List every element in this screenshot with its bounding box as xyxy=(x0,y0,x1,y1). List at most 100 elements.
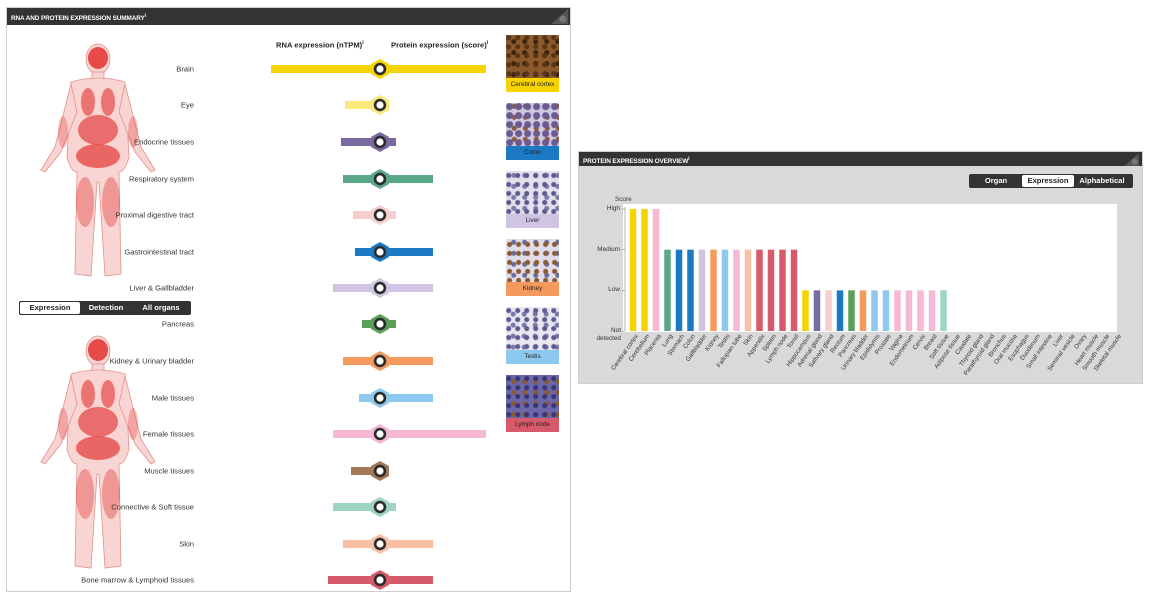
organ-row[interactable]: Skin xyxy=(7,529,497,559)
sort-expression-button[interactable]: Expression xyxy=(1022,175,1074,187)
organ-row[interactable]: Respiratory system xyxy=(7,164,497,194)
organ-row[interactable]: Male tissues xyxy=(7,383,497,413)
organ-icon[interactable] xyxy=(369,313,391,335)
organ-icon[interactable] xyxy=(369,168,391,190)
organ-icon[interactable] xyxy=(369,58,391,80)
chart-bar[interactable] xyxy=(790,249,798,331)
rna-expression-bar[interactable] xyxy=(353,211,380,219)
rna-expression-bar[interactable] xyxy=(358,394,380,402)
chart-bar[interactable] xyxy=(882,290,890,331)
protein-expression-bar[interactable] xyxy=(380,175,433,183)
organ-row[interactable]: Bone marrow & Lymphoid tissues xyxy=(7,565,497,595)
protein-expression-bar[interactable] xyxy=(380,248,433,256)
tissue-thumbnail[interactable]: Lymph node xyxy=(506,375,559,432)
chart-bar[interactable] xyxy=(905,290,913,331)
organ-row[interactable]: Gastrointestinal tract xyxy=(7,237,497,267)
tissue-thumbnail[interactable]: Testis xyxy=(506,307,559,364)
rna-expression-bar[interactable] xyxy=(345,101,380,109)
rna-expression-bar[interactable] xyxy=(271,65,380,73)
chart-bar[interactable] xyxy=(710,249,717,331)
rna-expression-bar[interactable] xyxy=(361,320,380,328)
info-mark[interactable]: i xyxy=(144,13,146,19)
chart-bar[interactable] xyxy=(825,290,832,331)
chart-bar[interactable] xyxy=(733,249,740,331)
organ-icon[interactable] xyxy=(369,423,391,445)
organ-row[interactable]: Female tissues xyxy=(7,419,497,449)
chart-bar[interactable] xyxy=(629,209,637,331)
chart-bar[interactable] xyxy=(744,249,752,331)
rna-expression-bar[interactable] xyxy=(327,576,380,584)
chart-bar[interactable] xyxy=(675,249,683,331)
protein-expression-bar[interactable] xyxy=(380,357,433,365)
organ-icon[interactable] xyxy=(369,569,391,591)
rna-expression-bar[interactable] xyxy=(332,430,380,438)
info-mark[interactable]: i xyxy=(688,156,690,162)
protein-expression-bar[interactable] xyxy=(380,576,433,584)
rna-expression-bar[interactable] xyxy=(343,175,380,183)
rna-expression-bar[interactable] xyxy=(343,357,380,365)
chart-bar[interactable] xyxy=(813,290,821,331)
chart-bar[interactable] xyxy=(928,290,936,331)
rna-expression-bar[interactable] xyxy=(343,540,380,548)
organ-row[interactable]: Muscle tissues xyxy=(7,456,497,486)
protein-expression-bar[interactable] xyxy=(380,540,433,548)
chart-bar[interactable] xyxy=(767,249,775,331)
organ-row[interactable]: Liver & Gallbladder xyxy=(7,273,497,303)
sort-alphabetical-button[interactable]: Alphabetical xyxy=(1079,176,1125,185)
expression-view-button[interactable]: Expression xyxy=(20,302,80,314)
organ-icon[interactable] xyxy=(369,277,391,299)
chart-bar[interactable] xyxy=(779,249,786,331)
chart-bar[interactable] xyxy=(871,290,878,331)
rna-expression-bar[interactable] xyxy=(341,138,380,146)
chart-bar[interactable] xyxy=(664,249,671,331)
organ-icon[interactable] xyxy=(369,241,391,263)
organ-icon[interactable] xyxy=(369,496,391,518)
info-mark[interactable]: i xyxy=(362,40,364,46)
organ-icon[interactable] xyxy=(369,387,391,409)
chart-bar[interactable] xyxy=(940,290,947,331)
rna-expression-bar[interactable] xyxy=(351,467,380,475)
chart-bar[interactable] xyxy=(698,249,706,331)
organ-icon[interactable] xyxy=(369,131,391,153)
tissue-thumbnail[interactable]: Cerebral cortex xyxy=(506,35,559,92)
info-mark[interactable]: i xyxy=(486,40,489,46)
chart-bar[interactable] xyxy=(687,249,694,331)
rna-expression-bar[interactable] xyxy=(355,248,380,256)
organ-row[interactable]: Pancreas xyxy=(7,309,497,339)
chart-bar[interactable] xyxy=(859,290,867,331)
chart-bar[interactable] xyxy=(802,290,809,331)
organ-row[interactable]: Brain xyxy=(7,54,497,84)
organ-icon[interactable] xyxy=(369,204,391,226)
chart-bar[interactable] xyxy=(756,249,763,331)
tissue-thumbnail[interactable]: Colon xyxy=(506,103,559,160)
expand-icon[interactable] xyxy=(1123,153,1140,166)
organ-row[interactable]: Kidney & Urinary bladder xyxy=(7,346,497,376)
protein-expression-bar[interactable] xyxy=(380,394,433,402)
chart-bar[interactable] xyxy=(848,290,855,331)
organ-icon[interactable] xyxy=(369,350,391,372)
organ-icon[interactable] xyxy=(369,533,391,555)
chart-bar[interactable] xyxy=(917,290,924,331)
expand-icon[interactable] xyxy=(551,9,568,24)
chart-bar[interactable] xyxy=(641,209,648,331)
organ-icon[interactable] xyxy=(369,460,391,482)
detection-view-button[interactable]: Detection xyxy=(88,303,124,312)
tissue-thumbnail[interactable]: Kidney xyxy=(506,239,559,296)
organ-row[interactable]: Connective & Soft tissue xyxy=(7,492,497,522)
sort-organ-button[interactable]: Organ xyxy=(984,176,1008,185)
chart-bar[interactable] xyxy=(721,249,729,331)
protein-expression-bar[interactable] xyxy=(380,65,486,73)
chart-bar[interactable] xyxy=(836,290,844,331)
rna-expression-bar[interactable] xyxy=(332,284,380,292)
chart-bar[interactable] xyxy=(894,290,901,331)
protein-expression-bar[interactable] xyxy=(380,284,433,292)
organ-row[interactable]: Endocrine tissues xyxy=(7,127,497,157)
all-organs-view-button[interactable]: All organs xyxy=(142,303,180,312)
organ-row[interactable]: Eye xyxy=(7,90,497,120)
protein-expression-bar[interactable] xyxy=(380,430,486,438)
organ-icon[interactable] xyxy=(369,94,391,116)
rna-expression-bar[interactable] xyxy=(332,503,380,511)
chart-bar[interactable] xyxy=(652,209,660,331)
organ-row[interactable]: Proximal digestive tract xyxy=(7,200,497,230)
tissue-thumbnail[interactable]: Liver xyxy=(506,171,559,228)
